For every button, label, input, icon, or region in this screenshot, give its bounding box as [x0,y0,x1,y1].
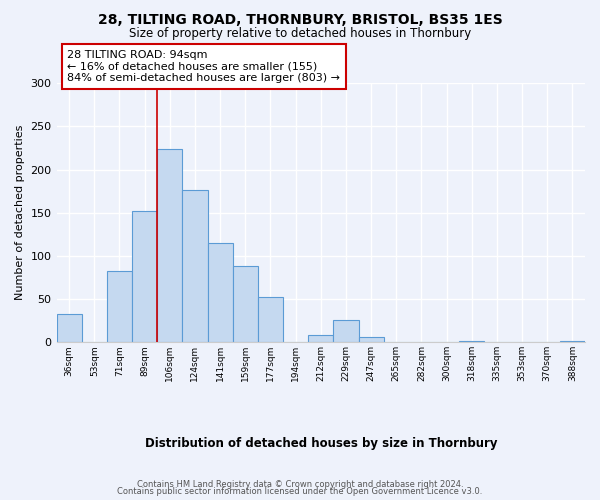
Text: Contains public sector information licensed under the Open Government Licence v3: Contains public sector information licen… [118,487,482,496]
Y-axis label: Number of detached properties: Number of detached properties [15,125,25,300]
Text: Contains HM Land Registry data © Crown copyright and database right 2024.: Contains HM Land Registry data © Crown c… [137,480,463,489]
Bar [107,272,132,342]
X-axis label: Distribution of detached houses by size in Thornbury: Distribution of detached houses by size … [145,437,497,450]
Bar [132,211,157,342]
Bar [208,243,233,342]
Text: 28 TILTING ROAD: 94sqm
← 16% of detached houses are smaller (155)
84% of semi-de: 28 TILTING ROAD: 94sqm ← 16% of detached… [67,50,340,83]
Bar [182,190,208,342]
Bar [334,320,359,342]
Text: Size of property relative to detached houses in Thornbury: Size of property relative to detached ho… [129,28,471,40]
Bar [56,314,82,342]
Bar [233,266,258,342]
Text: 28, TILTING ROAD, THORNBURY, BRISTOL, BS35 1ES: 28, TILTING ROAD, THORNBURY, BRISTOL, BS… [98,12,502,26]
Bar [157,149,182,342]
Bar [258,298,283,343]
Bar [359,337,383,342]
Bar [308,336,334,342]
